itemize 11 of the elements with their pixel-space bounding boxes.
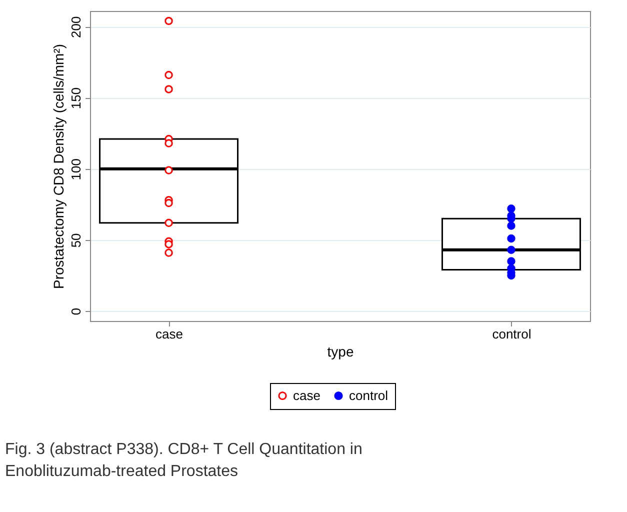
legend-label: control (349, 388, 388, 403)
y-tick-label: 200 (68, 16, 84, 38)
y-tick-label: 100 (68, 158, 84, 180)
y-tick-label: 0 (68, 308, 84, 316)
text: Enoblituzumab-treated Prostates (5, 463, 238, 480)
y-tick-label: 150 (68, 87, 84, 110)
y-tick-label: 50 (68, 233, 84, 248)
text: Fig. 3 (abstract P338). CD8+ T Cell Quantitation in (5, 441, 362, 458)
y-axis-title: Prostatectomy CD8 Density (cells/mm²) (50, 44, 66, 290)
legend-label: case (293, 388, 320, 403)
x-axis-title: type (327, 344, 354, 360)
